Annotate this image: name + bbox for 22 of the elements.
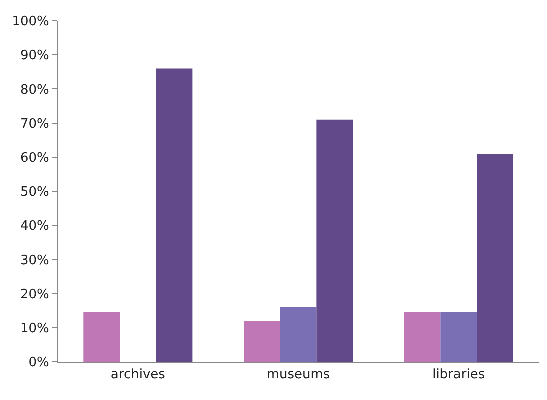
y-tick-label: 0% bbox=[28, 356, 50, 371]
y-tick-label: 100% bbox=[12, 14, 50, 30]
y-tick-label: 20% bbox=[20, 287, 50, 302]
bar bbox=[280, 307, 317, 362]
y-tick-label: 80% bbox=[20, 82, 50, 98]
x-tick-label: archives bbox=[110, 368, 166, 383]
y-tick-label: 70% bbox=[20, 116, 50, 132]
y-tick-label: 40% bbox=[20, 219, 50, 234]
bar bbox=[477, 154, 514, 362]
y-tick-label: 10% bbox=[20, 321, 50, 336]
bar bbox=[440, 312, 477, 362]
x-tick-label: libraries bbox=[432, 368, 486, 383]
bar bbox=[404, 312, 441, 362]
y-tick-label: 50% bbox=[20, 185, 50, 200]
bar bbox=[244, 321, 280, 362]
bar bbox=[156, 68, 193, 362]
x-tick-label: museums bbox=[266, 368, 330, 383]
y-tick-label: 90% bbox=[20, 48, 50, 64]
bar bbox=[84, 312, 120, 362]
bar bbox=[316, 120, 354, 362]
y-tick-label: 60% bbox=[20, 150, 50, 166]
y-tick-label: 30% bbox=[20, 253, 50, 268]
